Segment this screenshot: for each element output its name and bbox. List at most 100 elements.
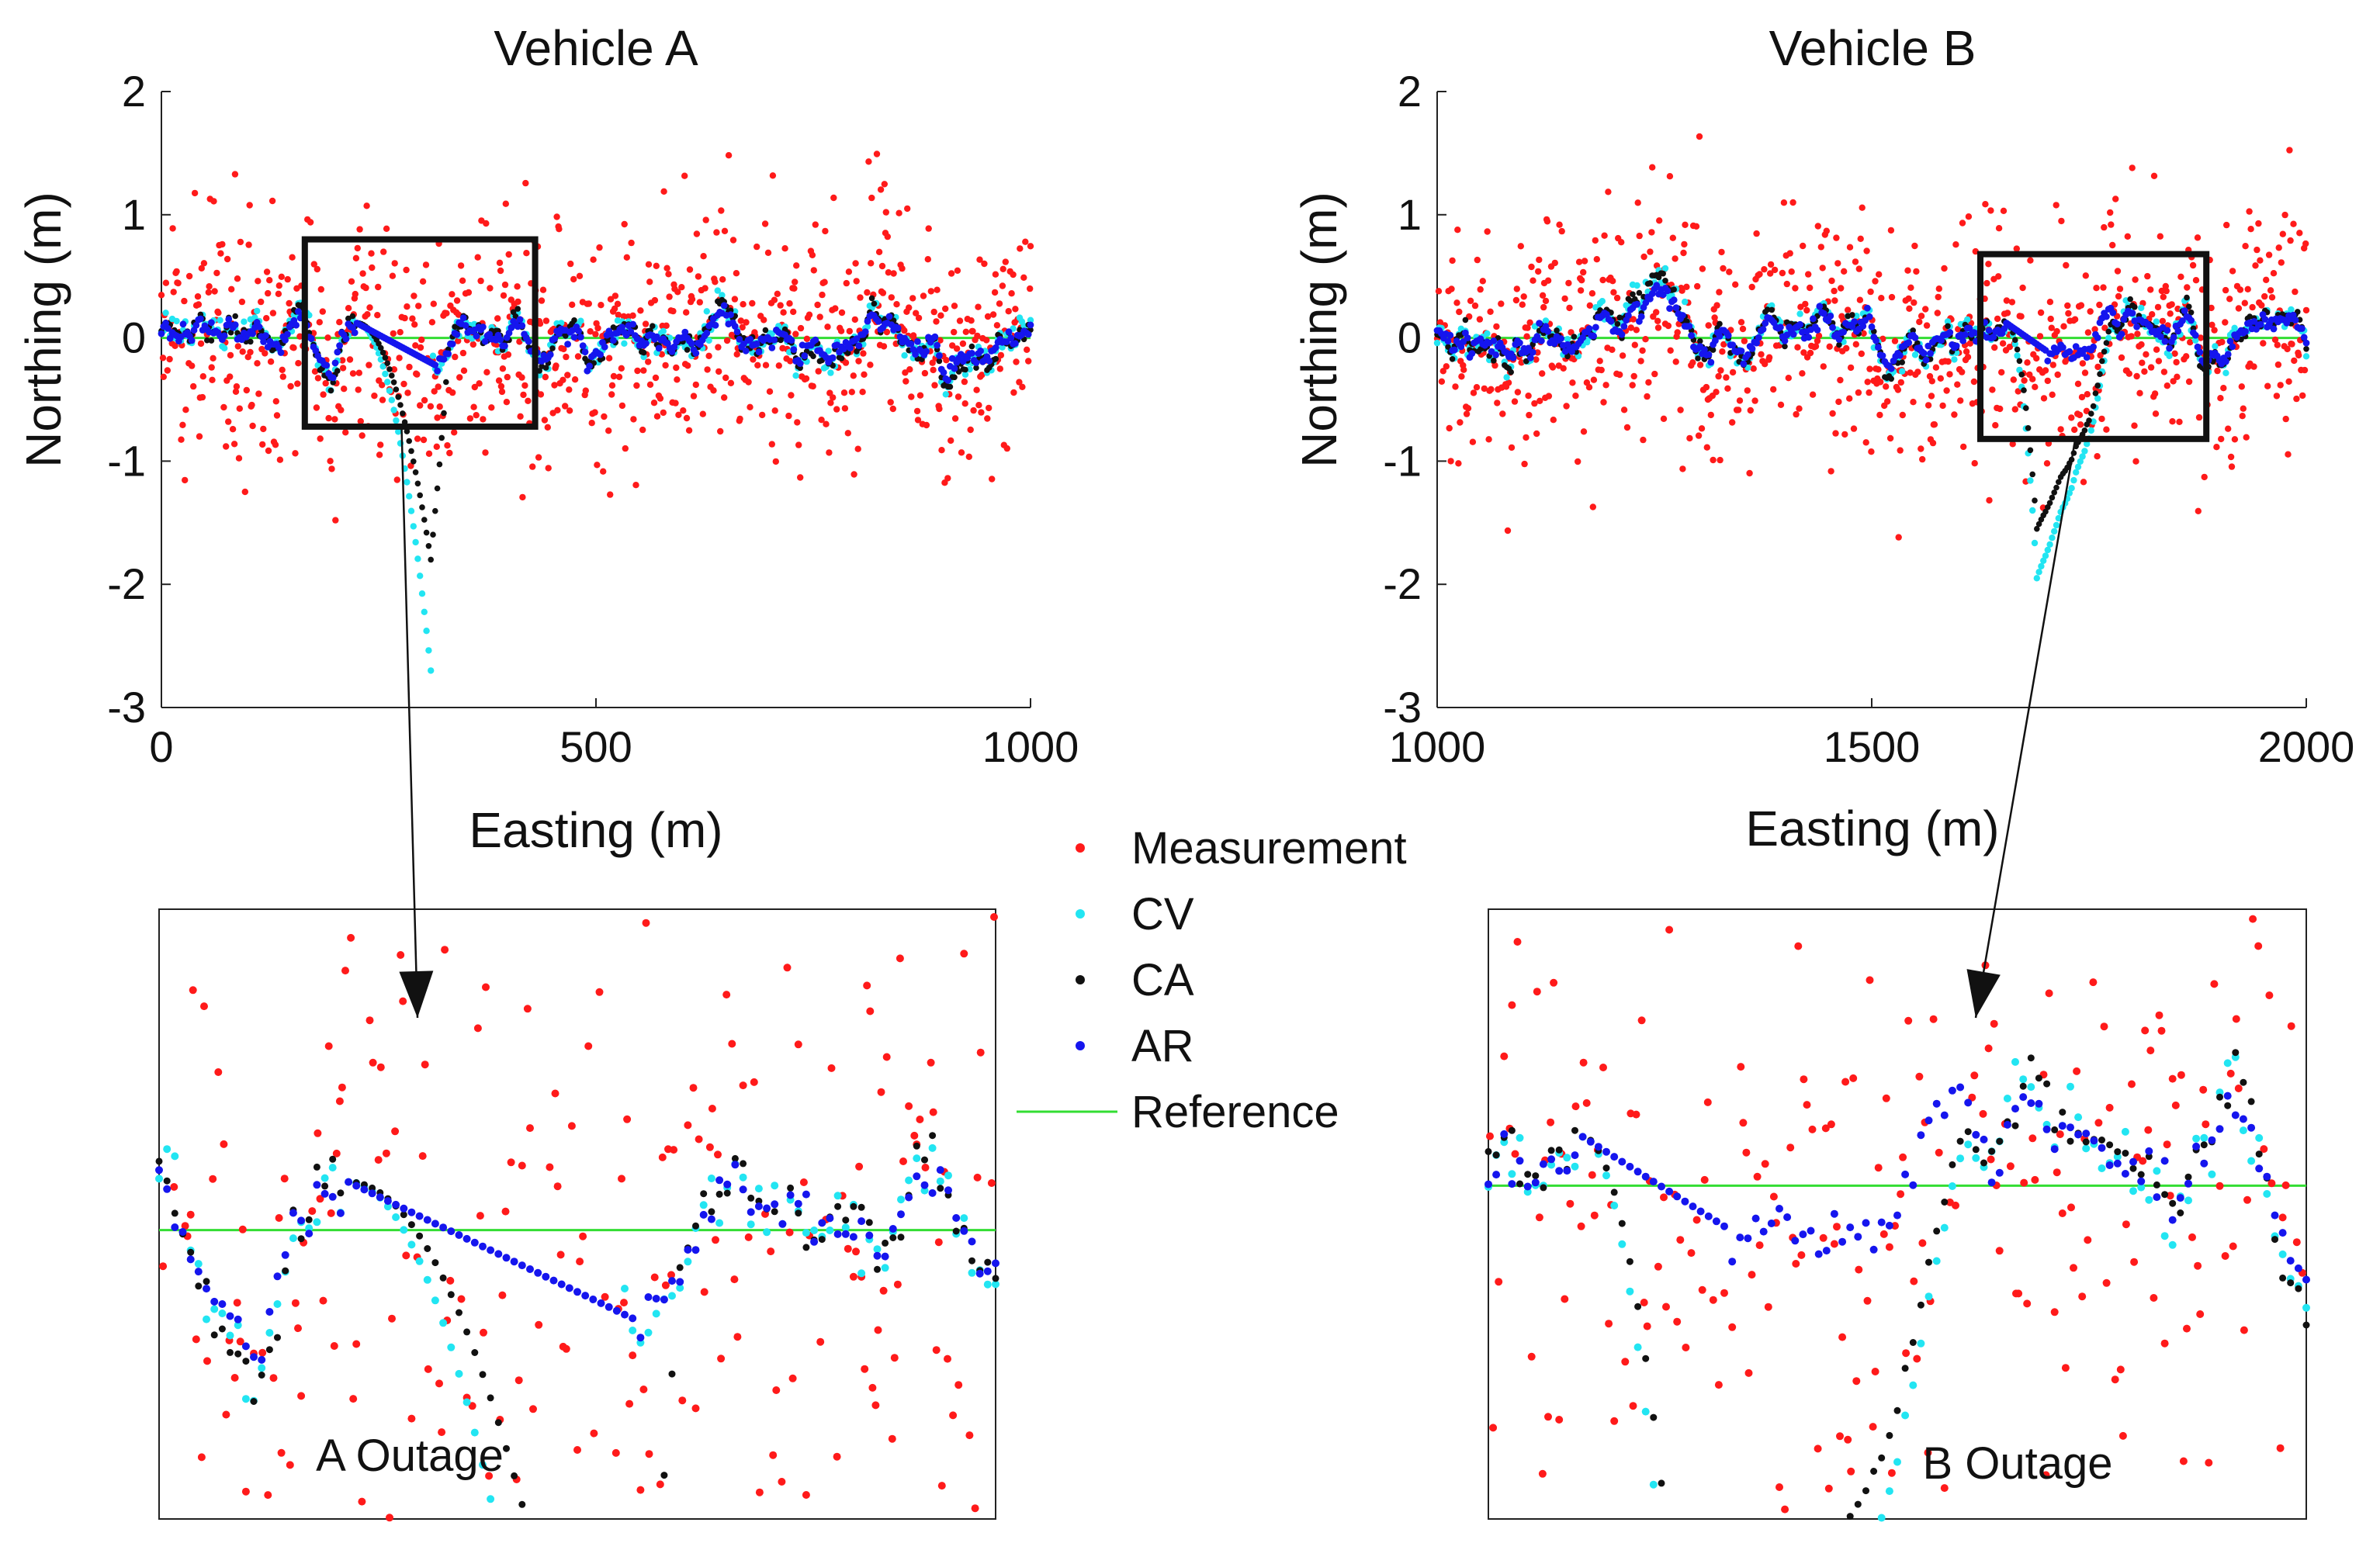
vehicle-a-measurement-point (487, 285, 494, 292)
a-outage-ca-point (668, 1370, 676, 1378)
a-outage-cv-point (684, 1258, 692, 1266)
vehicle-b-measurement-point (2263, 276, 2270, 283)
vehicle-b-measurement-point (1634, 199, 1641, 206)
vehicle-b-measurement-point (2147, 286, 2154, 293)
vehicle-b-measurement-point (1817, 244, 1824, 251)
vehicle-a-ca-point (349, 313, 356, 320)
vehicle-b-measurement-point (1998, 368, 2005, 376)
a-outage-ar-point (644, 1293, 653, 1301)
a-outage-measurement-point (316, 1195, 324, 1203)
b-outage-measurement-point (1692, 1216, 1701, 1224)
vehicle-b-cv-point (2049, 535, 2056, 541)
vehicle-b-cv-point (2053, 521, 2060, 529)
vehicle-a-measurement-point (383, 225, 390, 232)
vehicle-a-measurement-point (191, 189, 199, 197)
a-outage-ar-point (534, 1268, 542, 1277)
vehicle-b-measurement-point (2225, 425, 2232, 432)
vehicle-a-measurement-point (816, 313, 823, 320)
b-outage-measurement-point (2139, 1157, 2147, 1165)
vehicle-a-cv-point (825, 348, 832, 355)
b-outage-measurement-point (1588, 1171, 1596, 1179)
vehicle-b-measurement-point (1803, 306, 1810, 314)
a-outage-measurement-point (220, 1140, 228, 1148)
vehicle-a-measurement-point (621, 220, 628, 228)
vehicle-a-ar-point (351, 329, 359, 337)
vehicle-a-measurement-point (683, 309, 690, 316)
vehicle-b-ar-point (1670, 296, 1678, 304)
b-outage-ca-point (1658, 1479, 1665, 1487)
a-outage-cv-point (447, 1343, 456, 1351)
vehicle-b-measurement-point (1686, 434, 1693, 442)
vehicle-a-measurement-point (951, 328, 958, 336)
vehicle-b-ar-point (1444, 337, 1452, 345)
b-outage-cv-point (1602, 1171, 1610, 1180)
a-outage-measurement-point (788, 1374, 797, 1382)
vehicle-a-measurement-point (206, 283, 213, 290)
vehicle-a-cv-point (410, 523, 417, 530)
vehicle-a-measurement-point (407, 462, 414, 469)
vehicle-b-measurement-point (2058, 217, 2065, 225)
a-outage-measurement-point (730, 1275, 739, 1284)
vehicle-a-measurement-point (652, 374, 660, 382)
a-outage-measurement-point (921, 1164, 930, 1171)
vehicle-b-measurement-point (2131, 422, 2138, 429)
vehicle-a-cv-point (1027, 317, 1034, 323)
b-outage-ca-point (1862, 1487, 1869, 1495)
vehicle-a-measurement-point (787, 358, 794, 365)
vehicle-b-ar-point (1477, 335, 1484, 343)
b-outage-cv-point (2255, 1133, 2264, 1142)
vehicle-a-measurement-point (525, 397, 532, 404)
a-outage-measurement-point (349, 1395, 358, 1403)
vehicle-b-measurement-point (2157, 233, 2163, 240)
a-outage-measurement-point (744, 1233, 753, 1241)
vehicle-b-measurement-point (1928, 393, 1935, 400)
vehicle-a-measurement-point (562, 403, 569, 410)
vehicle-a-measurement-point (374, 312, 381, 319)
vehicle-a-measurement-point (517, 413, 524, 420)
a-outage-cv-point (273, 1300, 282, 1308)
vehicle-b-measurement-point (1828, 277, 1835, 285)
a-outage-measurement-point (717, 1355, 726, 1363)
vehicle-a-ar-point (336, 342, 343, 349)
vehicle-a-measurement-point (209, 376, 216, 383)
vehicle-b-measurement-point (1847, 364, 1855, 372)
vehicle-b-measurement-point (2211, 327, 2218, 334)
vehicle-a-measurement-point (888, 294, 896, 301)
vehicle-a-measurement-point (359, 270, 366, 277)
vehicle-a-measurement-point (608, 391, 615, 398)
a-outage-ar-point (691, 1246, 700, 1254)
vehicle-b-ar-point (2133, 323, 2141, 330)
vehicle-b-cv-point (1944, 318, 1952, 325)
a-outage-ar-point (968, 1237, 976, 1246)
vehicle-b-measurement-point (1711, 314, 1718, 321)
vehicle-a-ar-point (284, 330, 291, 338)
vehicle-b-measurement-point (2021, 377, 2028, 384)
vehicle-b-ar-point (1509, 354, 1517, 362)
vehicle-b-ar-point (1814, 327, 1821, 334)
vehicle-b-measurement-point (1533, 430, 1540, 438)
vehicle-b-measurement-point (1748, 283, 1755, 291)
vehicle-b-measurement-point (1875, 366, 1882, 373)
vehicle-a-cv-point (412, 538, 419, 546)
vehicle-b-measurement-point (1887, 227, 1895, 234)
a-outage-ar-point (763, 1204, 771, 1213)
a-outage-measurement-point (526, 1124, 534, 1133)
a-outage-measurement-point (438, 1428, 446, 1437)
vehicle-b-measurement-point (1964, 354, 1972, 361)
b-outage-ca-point (1988, 1147, 1996, 1155)
vehicle-b-measurement-point (2132, 458, 2139, 465)
vehicle-b-ytick-label: 2 (1398, 67, 1422, 116)
b-outage-measurement-point (1935, 1148, 1943, 1157)
b-outage-measurement-point (1547, 1118, 1555, 1126)
vehicle-b-measurement-point (1580, 268, 1587, 276)
b-outage-measurement-point (1582, 1098, 1591, 1107)
vehicle-b-measurement-point (2010, 376, 2017, 383)
b-outage-measurement-point (1744, 1368, 1753, 1377)
vehicle-a-measurement-point (749, 299, 756, 307)
a-outage-ar-point (423, 1216, 431, 1224)
vehicle-a-measurement-point (725, 152, 733, 159)
a-outage-cv-point (810, 1227, 819, 1234)
vehicle-b-measurement-point (2301, 366, 2309, 374)
a-outage-measurement-point (424, 1365, 432, 1373)
vehicle-b-measurement-point (2027, 257, 2034, 264)
